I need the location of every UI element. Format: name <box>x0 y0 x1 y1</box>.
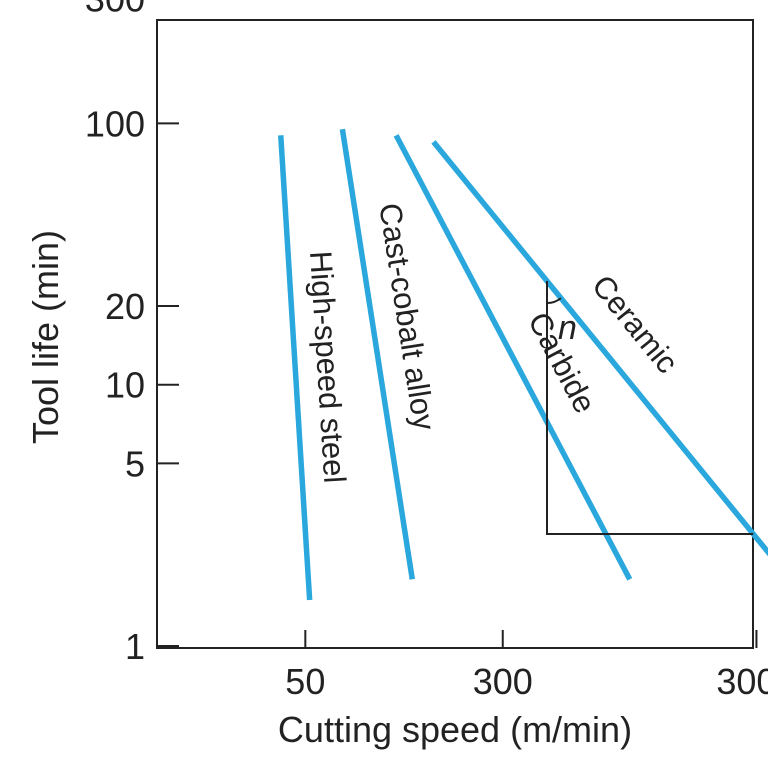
slope-triangle-legs <box>546 281 754 535</box>
y-tick-label: 300 <box>85 0 145 20</box>
series-label: Ceramic <box>585 268 685 380</box>
slope-n-label: n <box>558 309 577 347</box>
series-line <box>339 128 416 580</box>
series-line <box>277 135 313 601</box>
x-tick-label: 50 <box>285 661 325 702</box>
y-tick-label: 20 <box>105 286 145 327</box>
y-tick-label: 5 <box>125 443 145 484</box>
x-tick-label: 300 <box>473 661 533 702</box>
x-tick-label: 3000 <box>716 661 768 702</box>
plot-frame <box>156 19 754 649</box>
series-line <box>431 140 768 557</box>
x-axis-label: Cutting speed (m/min) <box>278 709 632 750</box>
slope-triangle: n <box>546 281 754 535</box>
slope-angle-arc <box>546 297 562 305</box>
y-tick-label: 100 <box>85 103 145 144</box>
y-axis-label: Tool life (min) <box>25 230 66 444</box>
series-line <box>393 134 633 581</box>
y-tick-label: 10 <box>105 365 145 406</box>
y-tick-label: 1 <box>125 626 145 667</box>
series-label: High-speed steel <box>303 250 352 484</box>
